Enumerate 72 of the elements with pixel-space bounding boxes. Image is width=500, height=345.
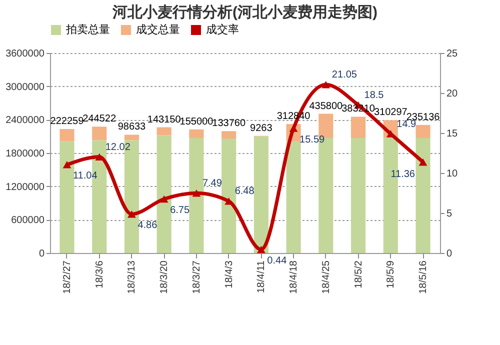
data-label: 9263 [250,122,273,134]
bar [156,127,172,136]
bar [189,129,204,138]
bar [124,134,140,140]
bar [350,116,366,138]
bar [416,138,430,253]
y-tick-label: 2400000 [6,115,45,126]
legend-label: 拍卖总量 [65,23,110,36]
data-label: 12.02 [105,142,131,153]
bar [60,141,74,253]
data-label: 18.5 [364,90,384,101]
data-label: 11.36 [390,169,416,180]
legend-label: 成交总量 [136,23,180,36]
y2-tick-label: 10 [446,168,458,180]
bar [286,141,301,253]
x-tick-label: 18/3/27 [191,260,202,294]
y2-tick-label: 5 [446,208,452,220]
y-tick-label: 600000 [11,215,45,226]
x-tick-label: 18/2/27 [62,260,73,294]
bar [189,138,204,253]
y2-tick-label: 15 [446,128,458,140]
y2-tick-label: 0 [446,248,452,260]
x-tick-label: 18/5/16 [418,260,430,294]
x-tick-label: 18/4/3 [224,260,235,288]
chart-title: 河北小麦行情分析(河北小麦费用走势图) [112,4,378,21]
data-label: 0.44 [267,255,288,266]
data-label: 222259 [50,116,84,127]
y-tick-label: 3000000 [6,82,45,93]
x-tick-label: 18/5/2 [353,260,364,288]
data-label: 133760 [212,118,246,130]
point [418,158,428,166]
data-label: 15.59 [300,134,326,146]
bar [156,135,172,253]
data-label: 310297 [374,107,408,118]
y2-tick-label: 25 [446,48,458,60]
y-tick-label: 1800000 [6,148,45,160]
y2-tick-label: 20 [446,88,458,100]
point [160,195,168,203]
data-label: 6.48 [234,186,255,198]
x-tick-label: 18/3/13 [126,260,138,294]
x-tick-label: 18/4/11 [256,260,268,294]
bar [254,136,268,253]
point [257,246,266,254]
x-tick-label: 18/4/25 [320,260,332,294]
data-label: 4.86 [138,220,158,232]
point [322,80,330,88]
data-label: 435800 [309,100,344,112]
bar [350,138,366,253]
data-label: 143150 [147,114,182,126]
bar [92,126,107,140]
data-label: 98633 [118,122,146,133]
data-label: 155000 [180,116,214,128]
bar [222,138,236,253]
y-tick-label: 0 [38,248,45,260]
bar [222,131,236,139]
bar [60,128,74,142]
data-label: 11.04 [72,170,98,182]
data-label: 21.05 [332,70,358,81]
y-tick-label: 1200000 [6,182,45,193]
legend-label: 成交率 [206,23,239,36]
x-tick-label: 18/4/18 [288,260,300,294]
bar [416,124,430,138]
point [192,189,201,197]
y-tick-label: 3600000 [6,48,45,60]
data-label: 244522 [82,114,116,125]
x-tick-label: 18/3/20 [159,260,170,294]
point [128,210,136,218]
point [62,161,72,168]
x-tick-label: 18/5/9 [386,260,397,288]
data-label: 6.75 [170,205,190,216]
x-tick-label: 18/3/6 [94,260,106,288]
data-label: 7.49 [202,178,222,190]
